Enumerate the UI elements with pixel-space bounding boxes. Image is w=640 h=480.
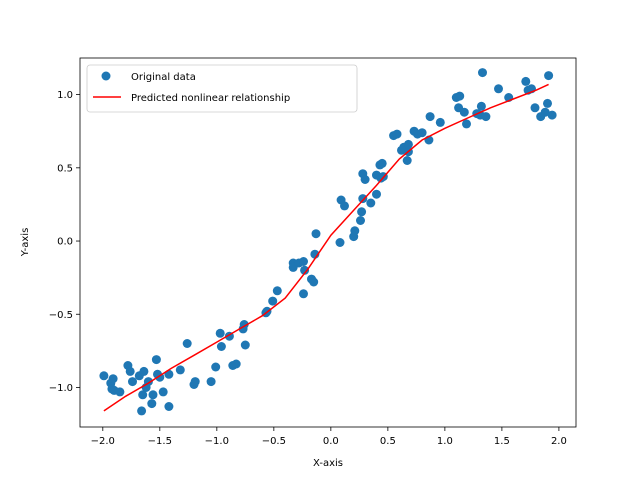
data-point bbox=[392, 129, 402, 139]
data-point bbox=[540, 107, 550, 117]
data-point bbox=[358, 194, 368, 204]
legend: Original data Predicted nonlinear relati… bbox=[86, 64, 358, 113]
data-point bbox=[240, 340, 250, 350]
data-point bbox=[215, 328, 225, 338]
data-point bbox=[108, 374, 118, 384]
data-point bbox=[459, 107, 469, 117]
data-point bbox=[521, 76, 531, 86]
x-tick-label: 1.0 bbox=[437, 436, 453, 447]
data-point bbox=[478, 68, 487, 78]
y-tick-label: −1.0 bbox=[49, 383, 73, 394]
plot-frame bbox=[79, 57, 577, 428]
data-point bbox=[158, 387, 168, 397]
x-tick-label: −0.5 bbox=[262, 436, 286, 447]
data-point bbox=[231, 359, 241, 369]
data-point bbox=[356, 216, 365, 225]
data-point bbox=[335, 238, 345, 247]
data-point bbox=[147, 399, 157, 409]
data-point bbox=[138, 390, 148, 400]
y-tick-label: 0.5 bbox=[57, 163, 73, 174]
x-tick-label: 0.5 bbox=[380, 436, 396, 447]
data-point bbox=[366, 198, 376, 208]
data-point bbox=[544, 71, 554, 81]
x-tick-label: −1.0 bbox=[205, 436, 229, 447]
data-point bbox=[360, 175, 370, 184]
data-point bbox=[125, 366, 135, 376]
data-point bbox=[139, 366, 149, 376]
plot-marks bbox=[99, 68, 557, 416]
x-axis-ticks: −2.0 −1.5 −1.0 −0.5 0.0 0.5 1.0 1.5 2.0 bbox=[91, 427, 567, 447]
legend-marker-original-data bbox=[101, 71, 111, 81]
data-point bbox=[547, 110, 557, 120]
data-point bbox=[402, 156, 412, 165]
y-tick-label: 1.0 bbox=[57, 90, 73, 101]
data-point bbox=[175, 365, 185, 375]
data-point bbox=[128, 377, 137, 387]
data-point bbox=[99, 371, 109, 381]
data-point bbox=[435, 117, 445, 127]
data-point bbox=[272, 286, 282, 296]
data-point bbox=[216, 342, 226, 351]
data-point bbox=[148, 390, 158, 400]
data-point bbox=[299, 289, 308, 299]
y-axis-label: Y-axis bbox=[20, 228, 31, 258]
data-point bbox=[182, 339, 192, 348]
data-point bbox=[115, 387, 125, 397]
data-point bbox=[357, 207, 367, 217]
data-point bbox=[530, 103, 540, 113]
y-tick-label: −0.5 bbox=[49, 310, 73, 321]
data-point bbox=[311, 229, 321, 239]
data-point bbox=[151, 355, 161, 365]
y-tick-label: 0.0 bbox=[57, 237, 73, 248]
data-point bbox=[462, 119, 471, 129]
legend-box bbox=[86, 64, 358, 113]
x-tick-label: 1.5 bbox=[494, 436, 510, 447]
data-point bbox=[455, 91, 465, 101]
data-point bbox=[372, 189, 381, 199]
data-point bbox=[206, 377, 216, 387]
data-point bbox=[543, 98, 552, 108]
data-point bbox=[340, 201, 349, 211]
x-tick-label: −1.5 bbox=[148, 436, 172, 447]
data-point bbox=[494, 84, 503, 94]
data-point bbox=[299, 257, 308, 266]
prediction-line bbox=[103, 83, 549, 412]
x-tick-label: −2.0 bbox=[91, 436, 115, 447]
y-axis-ticks: −1.0 −0.5 0.0 0.5 1.0 bbox=[49, 90, 80, 394]
data-point bbox=[417, 128, 427, 138]
data-point bbox=[164, 402, 174, 411]
data-point bbox=[309, 277, 319, 287]
data-point bbox=[300, 265, 310, 275]
data-point bbox=[211, 362, 221, 372]
legend-label-predicted: Predicted nonlinear relationship bbox=[131, 93, 290, 104]
x-tick-label: 2.0 bbox=[551, 436, 567, 447]
data-point bbox=[350, 226, 360, 236]
data-point bbox=[425, 112, 435, 122]
data-point bbox=[403, 139, 413, 149]
x-axis-label: X-axis bbox=[313, 458, 343, 469]
data-point bbox=[481, 112, 491, 122]
x-tick-label: 0.0 bbox=[323, 436, 339, 447]
data-point bbox=[268, 296, 278, 306]
data-point bbox=[190, 377, 200, 387]
data-point bbox=[377, 158, 387, 168]
data-point bbox=[137, 406, 147, 416]
data-point bbox=[476, 101, 486, 111]
legend-label-original-data: Original data bbox=[131, 72, 196, 83]
